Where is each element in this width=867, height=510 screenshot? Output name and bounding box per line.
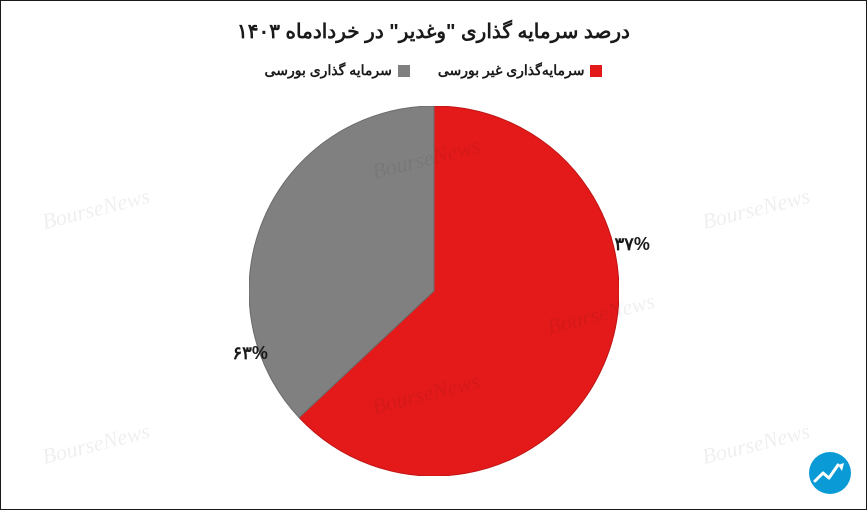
legend-swatch-non-listed <box>590 65 602 77</box>
chart-container: درصد سرمایه گذاری "وغدیر" در خردادماه ۱۴… <box>1 1 866 509</box>
legend-label-listed: سرمایه گذاری بورسی <box>265 62 392 79</box>
slice-label-non-listed: ۶۳% <box>233 343 268 364</box>
legend-item-non-listed: سرمایه‌گذاری غیر بورسی <box>438 62 603 79</box>
legend-item-listed: سرمایه گذاری بورسی <box>265 62 410 79</box>
watermark: BourseNews <box>39 418 152 470</box>
pie-chart: ۶۳%۳۷% <box>249 106 619 476</box>
legend-label-non-listed: سرمایه‌گذاری غیر بورسی <box>438 62 585 79</box>
slice-label-listed: ۳۷% <box>615 234 650 255</box>
watermark: BourseNews <box>39 183 152 235</box>
watermark: BourseNews <box>699 418 812 470</box>
legend-swatch-listed <box>398 65 410 77</box>
chart-title: درصد سرمایه گذاری "وغدیر" در خردادماه ۱۴… <box>1 19 866 44</box>
legend: سرمایه‌گذاری غیر بورسی سرمایه گذاری بورس… <box>1 62 866 79</box>
watermark: BourseNews <box>699 183 812 235</box>
logo-icon <box>808 451 852 495</box>
